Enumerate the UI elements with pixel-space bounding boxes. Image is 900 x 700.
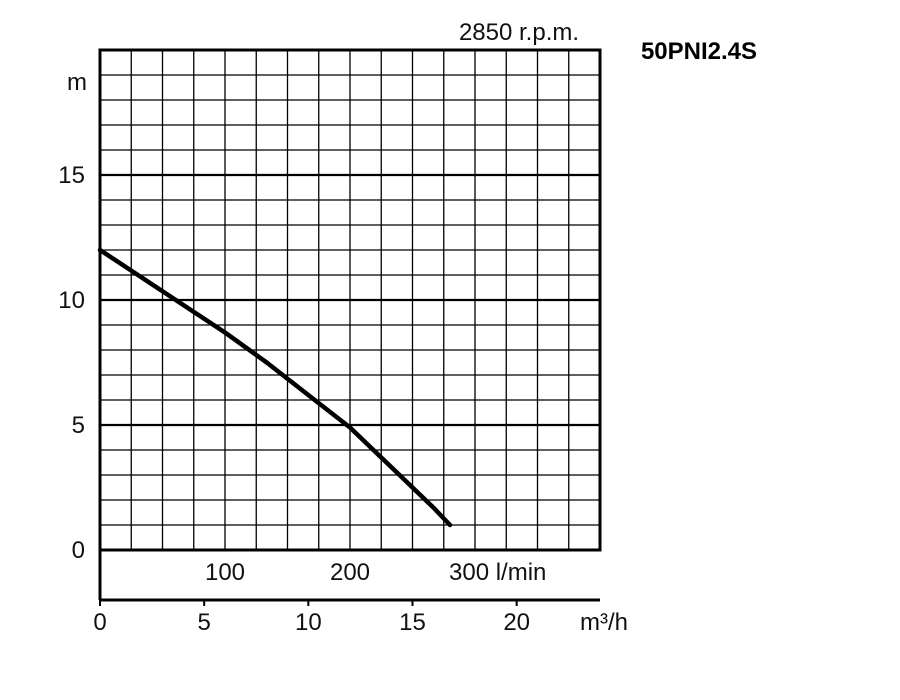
plot-frame xyxy=(98,48,602,606)
x-tick-labels-lmin: 100 200 300 l/min xyxy=(205,559,546,586)
grid xyxy=(100,50,600,550)
y-tick-labels: 0 5 10 15 xyxy=(58,162,85,564)
y-tick-label: 15 xyxy=(58,162,85,189)
x-tick-labels-m3h: 0 5 10 15 20 xyxy=(93,609,530,636)
chart-title: 2850 r.p.m. xyxy=(459,19,579,46)
y-tick-label: 5 xyxy=(72,412,85,439)
x-tick-label: 0 xyxy=(93,609,106,636)
x-tick-label: 20 xyxy=(503,609,530,636)
plot-border xyxy=(98,48,602,552)
x-tick-label-lmin: 200 xyxy=(330,559,370,586)
series-curve xyxy=(97,247,453,528)
y-tick-label: 0 xyxy=(72,537,85,564)
x-axis-label: m³/h xyxy=(580,609,628,636)
model-label: 50PNI2.4S xyxy=(641,38,757,65)
y-tick-label: 10 xyxy=(58,287,85,314)
x-tick-label: 10 xyxy=(295,609,322,636)
x-tick-label-lmin: 100 xyxy=(205,559,245,586)
y-axis-label: m xyxy=(67,69,87,96)
x-tick-label-lmin: 300 l/min xyxy=(449,559,546,586)
x-tick-label: 15 xyxy=(399,609,426,636)
x-tick-label: 5 xyxy=(197,609,210,636)
